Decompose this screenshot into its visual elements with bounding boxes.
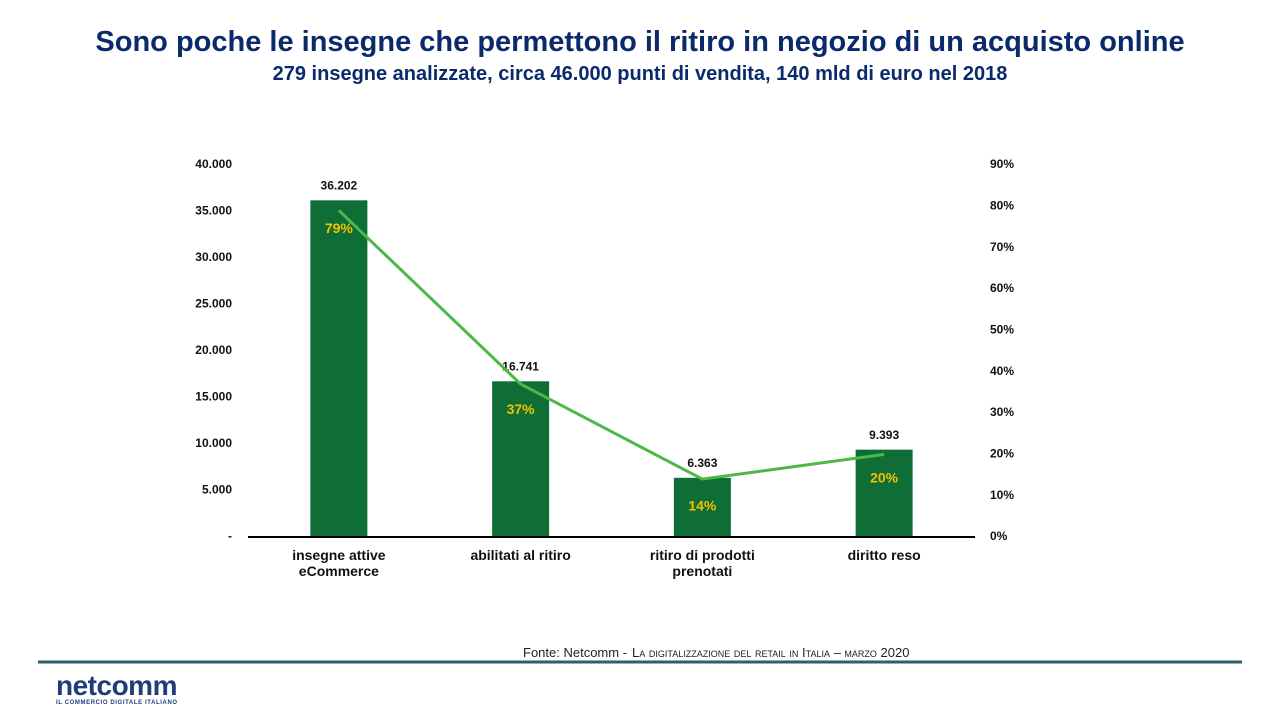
bar: [673, 477, 731, 537]
data-label: 20%: [870, 469, 899, 485]
y-tick-label: 25.000: [195, 297, 232, 311]
source-prefix: Fonte: Netcomm -: [523, 645, 628, 660]
line: [337, 209, 885, 481]
y2-tick-label: 30%: [990, 405, 1014, 419]
data-label: 79%: [325, 220, 354, 236]
y2-tick-label: 50%: [990, 323, 1014, 337]
chart-subtitle: 279 insegne analizzate, circa 46.000 pun…: [272, 63, 1008, 85]
y2-tick-label: 40%: [990, 364, 1014, 378]
data-label: 9.393: [869, 428, 899, 442]
logo-tagline: IL COMMERCIO DIGITALE ITALIANO: [56, 700, 178, 706]
data-label: 36.202: [321, 178, 358, 192]
y-tick-label: 10.000: [195, 436, 232, 450]
y2-tick-label: 70%: [990, 240, 1014, 254]
logo-name: netcomm: [56, 670, 177, 701]
y-tick-label: 5.000: [202, 483, 232, 497]
y-tick-label: 15.000: [195, 390, 232, 404]
data-label: 14%: [688, 498, 717, 514]
source-title: La digitalizzazione del retail in Italia…: [632, 645, 910, 660]
y2-tick-label: 60%: [990, 281, 1014, 295]
y-tick-label: 35.000: [195, 204, 232, 218]
y2-tick-label: 90%: [990, 157, 1014, 171]
logo: netcomm IL COMMERCIO DIGITALE ITALIANO: [56, 670, 178, 707]
x-tick-label: diritto reso: [847, 547, 921, 563]
data-label: 37%: [507, 401, 536, 417]
y-tick-label: 30.000: [195, 250, 232, 264]
source: Fonte: Netcomm - La digitalizzazione del …: [523, 645, 909, 660]
y-tick-label: -: [228, 529, 232, 543]
x-tick-label: ritiro di prodotti prenotati: [649, 547, 755, 579]
data-label: 16.741: [502, 359, 539, 373]
chart-title: Sono poche le insegne che permettono il …: [95, 26, 1185, 58]
y2-tick-label: 10%: [990, 488, 1014, 502]
x-tick-label: insegne attive eCommerce: [292, 547, 386, 579]
bar: [310, 200, 368, 537]
bar: [492, 381, 550, 537]
y2-tick-label: 20%: [990, 447, 1014, 461]
x-tick-label: abilitati al ritiro: [470, 547, 571, 563]
bar: [855, 449, 913, 537]
y-tick-label: 40.000: [195, 157, 232, 171]
y2-tick-label: 80%: [990, 199, 1014, 213]
y-tick-label: 20.000: [195, 343, 232, 357]
data-label: 6.363: [687, 456, 717, 470]
y2-tick-label: 0%: [990, 529, 1008, 543]
